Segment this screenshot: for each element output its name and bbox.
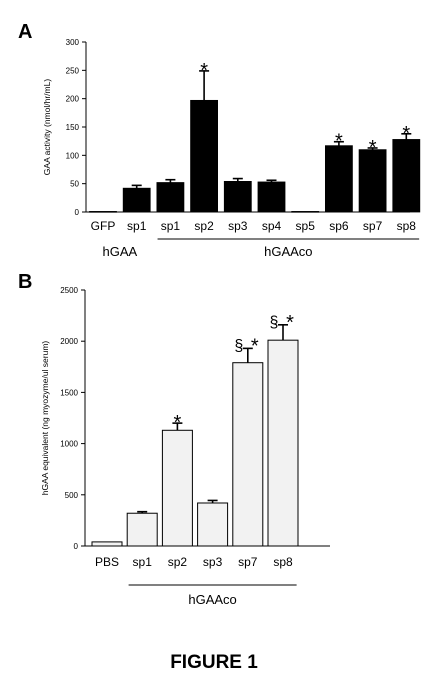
panel-b-category-label: sp1 [133,555,153,569]
panel-b-chart: 0 500 1000 1500 2000 2500 hGAA equivalent (ng … [40,286,330,607]
panel-a-y-tick-label: 300 [66,38,80,47]
panel-b-category-label: PBS [95,555,119,569]
panel-a-bar [392,139,421,213]
panel-b-bar [232,362,264,547]
panel-b-y-tick-label: 2500 [60,286,78,295]
panel-a-bar [358,149,387,213]
panel-b-category-label: sp8 [273,555,293,569]
panel-a-category-label: sp6 [329,219,349,233]
panel-a-bar [89,211,117,213]
panel-a-category-label: sp1 [161,219,181,233]
panel-b-letter: B [18,271,32,293]
panel-b-y-axis-title: hGAA equivalent (ng myozyme/ul serum) [40,341,50,496]
panel-a-significance-star: * [402,123,410,145]
panel-b-group-label: hGAAco [188,592,236,607]
panel-b-significance-star: * [251,335,259,357]
panel-a-bar [324,145,353,213]
panel-b-significance-star: * [174,412,182,434]
panel-b-section-marker: § [234,337,243,354]
panel-b-y-tick-label: 2000 [60,337,78,346]
panel-a-bar [122,187,151,213]
panel-b-section-marker: § [270,314,279,331]
panel-a-bar [190,99,219,213]
panel-a-significance-star: * [335,131,343,153]
panel-b-bar [91,541,123,547]
panel-b-category-label: sp3 [203,555,223,569]
panel-a-y-tick-label: 200 [66,95,80,104]
panel-a-y-tick-label: 150 [66,123,80,132]
panel-b-category-label: sp7 [238,555,258,569]
panel-b-y-tick-label: 1500 [60,388,78,397]
panel-a-category-label: sp1 [127,219,147,233]
panel-a-category-label: sp3 [228,219,248,233]
panel-a-category-label: sp7 [363,219,383,233]
panel-b-bar [267,339,299,547]
panel-a-bar [156,182,185,213]
panel-a-y-axis-title: GAA activity (nmol/hr/mL) [42,79,52,176]
panel-a-group-label: hGAAco [264,244,312,259]
figure-caption: FIGURE 1 [170,652,258,673]
panel-b-y-tick-label: 1000 [60,440,78,449]
panel-b-y-tick-label: 500 [65,491,79,500]
panel-a-bar [257,181,286,213]
panel-a-significance-star: * [200,60,208,82]
panel-b-bar [126,512,158,547]
panel-a-bar [291,211,320,213]
panel-a-group-label: hGAA [103,244,138,259]
panel-a-letter: A [18,21,32,43]
panel-a-bar [223,180,252,213]
panel-a-category-label: sp2 [194,219,214,233]
panel-b-bar [161,429,193,547]
panel-a-category-label: GFP [91,219,116,233]
panel-b-significance-star: * [286,312,294,334]
panel-a-y-tick-label: 50 [70,180,79,189]
panel-b-y-tick-label: 0 [74,542,79,551]
panel-a-y-tick-label: 250 [66,66,80,75]
panel-b-bar [197,502,229,547]
panel-a-significance-star: * [369,137,377,159]
panel-a-y-tick-label: 0 [75,208,80,217]
panel-a-category-label: sp4 [262,219,282,233]
panel-b-category-label: sp2 [168,555,188,569]
panel-a-y-tick-label: 100 [66,151,80,160]
panel-a-category-label: sp5 [296,219,316,233]
panel-a-category-label: sp8 [397,219,417,233]
panel-a-chart: 0 50 100 150 200 250 300 GAA activity (nmol/hr/… [42,38,421,259]
